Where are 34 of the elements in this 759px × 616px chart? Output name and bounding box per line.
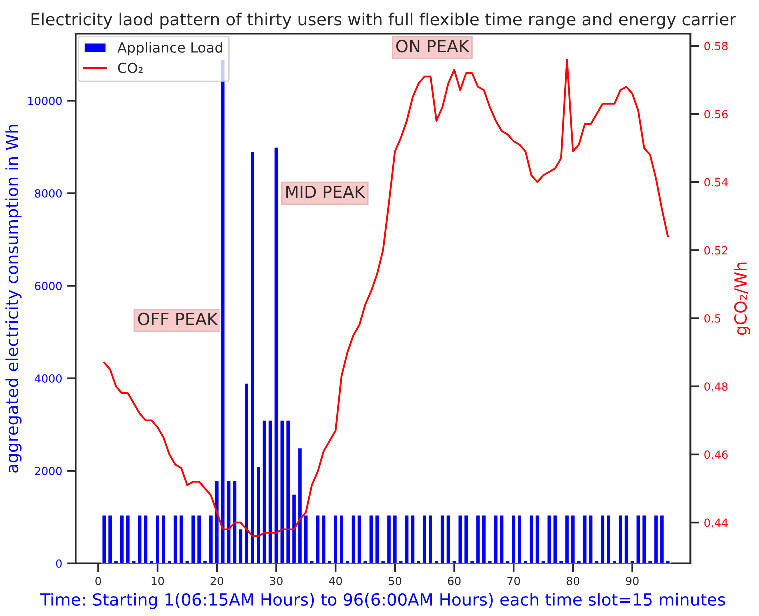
x-tick-label: 10	[152, 577, 164, 586]
y-tick-label: 2000	[35, 467, 62, 476]
legend-label: Appliance Load	[118, 42, 222, 56]
x-tick-label: 0	[96, 577, 102, 586]
y2-tick-label: 0.58	[704, 42, 728, 51]
x-tick-label: 90	[626, 577, 639, 586]
annotation: ON PEAK	[396, 40, 470, 53]
y2-tick-label: 0.44	[704, 518, 728, 528]
y2-tick-label: 0.52	[704, 246, 728, 255]
y2-tick-label: 0.48	[704, 382, 728, 391]
x-tick-label: 80	[566, 577, 580, 586]
x-tick-label: 40	[329, 577, 342, 586]
y-tick-label: 10000	[28, 96, 62, 106]
y2-tick-label: 0.56	[704, 110, 728, 119]
x-axis-title: Time: Starting 1(06:15AM Hours) to 96(6:00AM Hours) each time slot=15 minutes	[40, 593, 726, 610]
x-tick-label: 50	[388, 577, 402, 586]
y2-tick-label: 0.46	[704, 450, 728, 460]
x-tick-label: 60	[448, 577, 461, 586]
y-tick-label: 0	[56, 560, 62, 568]
y-tick-label: 4000	[34, 374, 62, 383]
line-series	[103, 58, 670, 538]
y-axis-title: aggregated electricity consumption in Wh	[6, 125, 22, 473]
y2-axis-title: gCO₂/Wh	[734, 262, 750, 336]
y-tick-label: 6000	[35, 282, 62, 290]
x-tick-label: 20	[210, 577, 224, 586]
annotation: OFF PEAK	[138, 312, 218, 326]
chart-title: Electricity laod pattern of thirty users with full flexible time range and energy carrier	[32, 12, 736, 30]
y-tick-label: 8000	[35, 189, 62, 198]
annotation: MID PEAK	[286, 186, 366, 198]
x-tick-label: 30	[270, 577, 283, 586]
y2-tick-label: 0.54	[704, 178, 728, 187]
y2-tick-label: 0.5	[704, 314, 721, 323]
x-tick-label: 70	[508, 577, 520, 586]
legend-label: CO₂	[118, 62, 143, 74]
